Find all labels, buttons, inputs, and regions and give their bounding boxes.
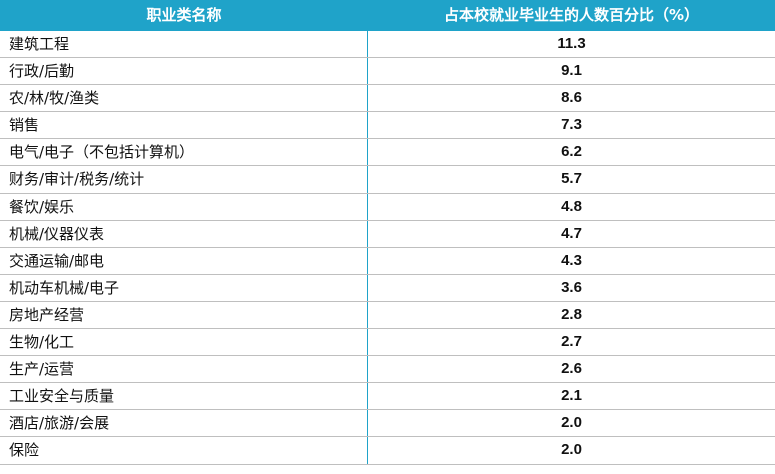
occupation-name: 房地产经营	[0, 301, 368, 329]
percentage-value: 5.7	[561, 170, 582, 188]
percentage-value: 2.0	[561, 441, 582, 459]
occupation-name: 农/林/牧/渔类	[0, 85, 368, 112]
table-row: 保险 2.0	[0, 437, 775, 465]
occupation-name: 酒店/旅游/会展	[0, 410, 368, 437]
percentage-value: 7.3	[561, 116, 582, 134]
table-row: 机动车机械/电子 3.6	[0, 274, 775, 302]
table-row: 农/林/牧/渔类 8.6	[0, 85, 775, 113]
percentage-value: 2.6	[561, 360, 582, 378]
table-row: 工业安全与质量 2.1	[0, 383, 775, 411]
table-row: 餐饮/娱乐 4.8	[0, 193, 775, 221]
table-row: 行政/后勤 9.1	[0, 58, 775, 86]
occupation-name: 工业安全与质量	[0, 383, 368, 410]
table-body: 建筑工程 11.3 行政/后勤 9.1 农/林/牧/渔类 8.6 销售 7.3 …	[0, 31, 775, 465]
percentage-value: 4.7	[561, 224, 582, 242]
table-header: 职业类名称 占本校就业毕业生的人数百分比（%）	[0, 0, 775, 31]
table-row: 交通运输/邮电 4.3	[0, 247, 775, 275]
occupation-name: 交通运输/邮电	[0, 247, 368, 274]
occupation-name: 机动车机械/电子	[0, 274, 368, 301]
occupation-name: 生物/化工	[0, 329, 368, 356]
percentage-value: 2.0	[561, 414, 582, 432]
table-row: 建筑工程 11.3	[0, 31, 775, 59]
table-row: 房地产经营 2.8	[0, 301, 775, 330]
percentage-value: 4.8	[561, 197, 582, 215]
percentage-value: 11.3	[557, 35, 586, 52]
occupation-name: 保险	[0, 437, 368, 464]
header-occupation-name: 职业类名称	[146, 6, 222, 24]
table-row: 机械/仪器仪表 4.7	[0, 220, 775, 248]
occupation-name: 电气/电子（不包括计算机）	[0, 139, 368, 166]
occupation-name: 机械/仪器仪表	[0, 220, 368, 247]
table-row: 酒店/旅游/会展 2.0	[0, 410, 775, 438]
percentage-value: 6.2	[561, 143, 582, 161]
occupation-name: 行政/后勤	[0, 58, 368, 85]
table-row: 销售 7.3	[0, 112, 775, 140]
occupation-name: 餐饮/娱乐	[0, 193, 368, 220]
percentage-value: 9.1	[561, 62, 582, 80]
occupation-name: 建筑工程	[0, 31, 368, 58]
table-row: 电气/电子（不包括计算机） 6.2	[0, 139, 775, 167]
percentage-value: 2.1	[561, 387, 582, 405]
percentage-value: 4.3	[561, 251, 582, 269]
percentage-value: 8.6	[561, 89, 582, 107]
table-row: 生产/运营 2.6	[0, 356, 775, 384]
percentage-value: 2.7	[561, 333, 582, 351]
table-row: 生物/化工 2.7	[0, 329, 775, 357]
occupation-name: 销售	[0, 112, 368, 139]
percentage-value: 3.6	[561, 278, 582, 296]
header-percentage: 占本校就业毕业生的人数百分比（%）	[443, 6, 700, 24]
table-row: 财务/审计/税务/统计 5.7	[0, 166, 775, 194]
percentage-value: 2.8	[561, 305, 582, 323]
occupation-name: 生产/运营	[0, 356, 368, 383]
occupation-name: 财务/审计/税务/统计	[0, 166, 368, 193]
